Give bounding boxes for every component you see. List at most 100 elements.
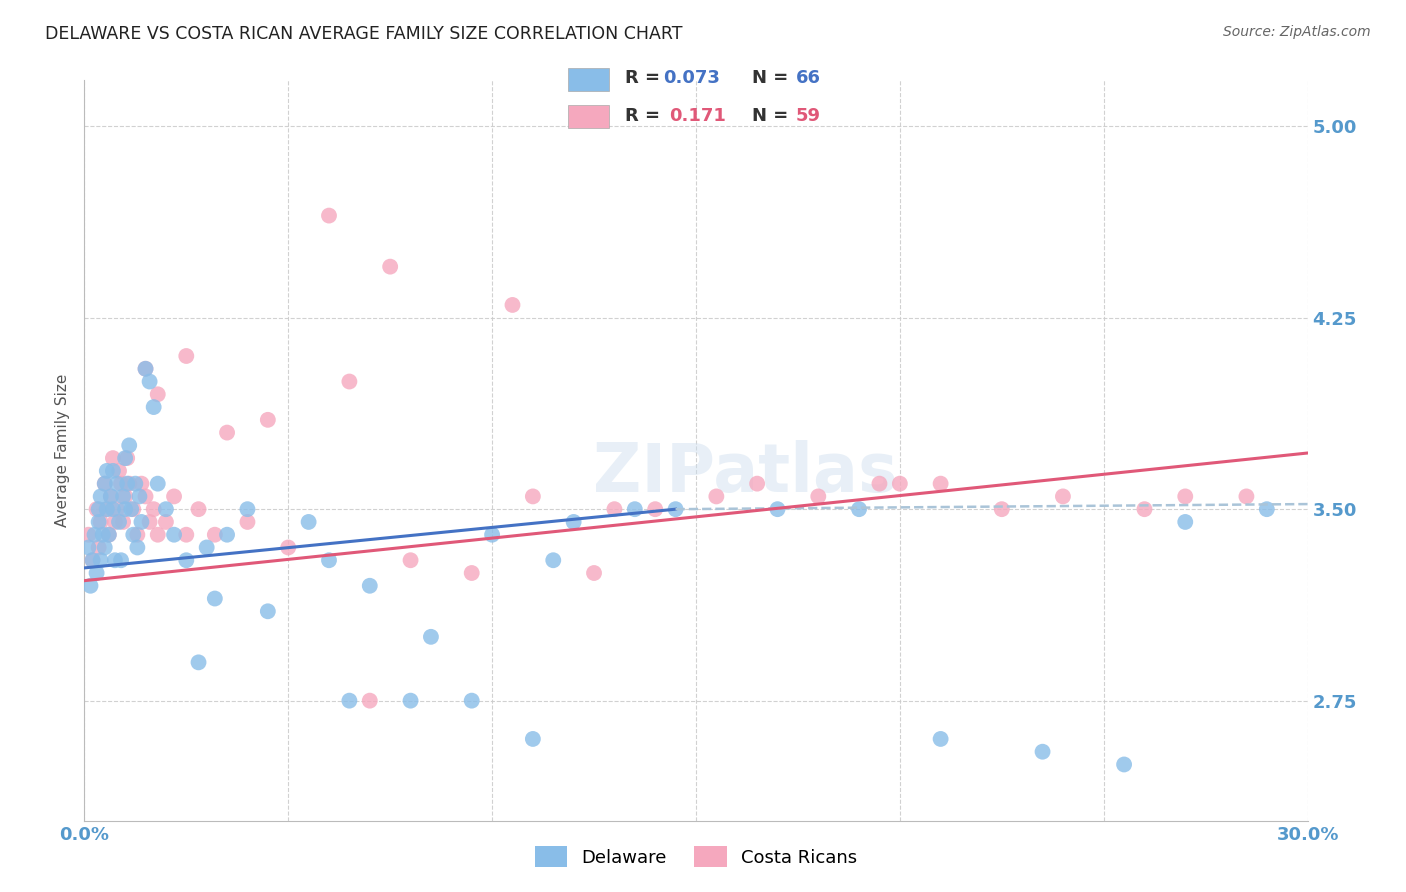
Point bbox=[77, 541, 100, 555]
Point bbox=[135, 490, 157, 504]
Point bbox=[583, 566, 606, 580]
Point bbox=[163, 490, 186, 504]
Point bbox=[204, 591, 226, 606]
Point bbox=[101, 451, 124, 466]
Point bbox=[93, 476, 115, 491]
Point bbox=[86, 502, 108, 516]
Point bbox=[131, 476, 153, 491]
Point bbox=[122, 527, 145, 541]
Point bbox=[112, 515, 135, 529]
Point bbox=[1032, 745, 1054, 759]
Point bbox=[110, 476, 132, 491]
Point bbox=[155, 502, 177, 516]
Point bbox=[461, 693, 484, 707]
Point bbox=[96, 502, 118, 516]
Point bbox=[359, 579, 381, 593]
Point bbox=[339, 693, 361, 707]
Point bbox=[204, 527, 226, 541]
Point bbox=[105, 502, 128, 516]
Point bbox=[142, 400, 165, 414]
Point bbox=[174, 349, 197, 363]
Point bbox=[118, 438, 141, 452]
Point bbox=[115, 476, 138, 491]
Point bbox=[236, 515, 259, 529]
Point bbox=[101, 464, 124, 478]
Point bbox=[155, 515, 177, 529]
Point bbox=[1133, 502, 1156, 516]
Point bbox=[93, 541, 115, 555]
Point bbox=[146, 387, 169, 401]
Point bbox=[420, 630, 443, 644]
Text: R =: R = bbox=[624, 69, 666, 87]
Point bbox=[120, 502, 142, 516]
Point bbox=[359, 693, 381, 707]
Point bbox=[318, 209, 340, 223]
Point bbox=[1174, 515, 1197, 529]
Text: 59: 59 bbox=[796, 107, 821, 125]
Point bbox=[114, 490, 136, 504]
Point bbox=[128, 490, 150, 504]
Point bbox=[889, 476, 911, 491]
Point bbox=[93, 476, 115, 491]
Point bbox=[91, 527, 114, 541]
Point bbox=[146, 476, 169, 491]
Point bbox=[991, 502, 1014, 516]
Point bbox=[101, 502, 124, 516]
Text: 66: 66 bbox=[796, 69, 821, 87]
Point bbox=[124, 476, 146, 491]
Point bbox=[481, 527, 503, 541]
Text: N =: N = bbox=[752, 107, 794, 125]
Text: N =: N = bbox=[752, 69, 794, 87]
Point bbox=[104, 515, 127, 529]
Point bbox=[127, 527, 149, 541]
Point bbox=[97, 527, 120, 541]
Point bbox=[122, 502, 145, 516]
Point bbox=[1114, 757, 1136, 772]
Point bbox=[127, 541, 149, 555]
Point bbox=[706, 490, 728, 504]
Legend: Delaware, Costa Ricans: Delaware, Costa Ricans bbox=[527, 839, 865, 874]
Point bbox=[82, 553, 104, 567]
Point bbox=[848, 502, 870, 516]
Point bbox=[195, 541, 218, 555]
Point bbox=[318, 553, 340, 567]
Y-axis label: Average Family Size: Average Family Size bbox=[55, 374, 70, 527]
Point bbox=[236, 502, 259, 516]
Point bbox=[104, 553, 127, 567]
Point bbox=[562, 515, 585, 529]
Point bbox=[97, 527, 120, 541]
Point bbox=[138, 515, 160, 529]
Point bbox=[217, 425, 239, 440]
Point bbox=[929, 731, 952, 746]
Text: Source: ZipAtlas.com: Source: ZipAtlas.com bbox=[1223, 25, 1371, 39]
Point bbox=[110, 553, 132, 567]
Point bbox=[79, 579, 101, 593]
Point bbox=[869, 476, 891, 491]
Point bbox=[257, 604, 280, 618]
Point bbox=[146, 527, 169, 541]
Point bbox=[603, 502, 626, 516]
Point bbox=[929, 476, 952, 491]
Bar bbox=[568, 68, 609, 91]
Point bbox=[277, 541, 299, 555]
Point bbox=[766, 502, 789, 516]
Point bbox=[138, 375, 160, 389]
Point bbox=[665, 502, 688, 516]
Point bbox=[135, 361, 157, 376]
Text: 0.073: 0.073 bbox=[664, 69, 720, 87]
Point bbox=[174, 527, 197, 541]
Text: DELAWARE VS COSTA RICAN AVERAGE FAMILY SIZE CORRELATION CHART: DELAWARE VS COSTA RICAN AVERAGE FAMILY S… bbox=[45, 25, 682, 43]
Point bbox=[87, 541, 110, 555]
Point bbox=[543, 553, 565, 567]
Point bbox=[187, 656, 209, 670]
Point bbox=[1256, 502, 1278, 516]
Text: 0.171: 0.171 bbox=[669, 107, 725, 125]
Point bbox=[399, 553, 422, 567]
Point bbox=[1174, 490, 1197, 504]
Point bbox=[108, 464, 131, 478]
Bar bbox=[568, 105, 609, 128]
Point bbox=[87, 515, 110, 529]
Point bbox=[339, 375, 361, 389]
Point bbox=[86, 566, 108, 580]
Point bbox=[142, 502, 165, 516]
